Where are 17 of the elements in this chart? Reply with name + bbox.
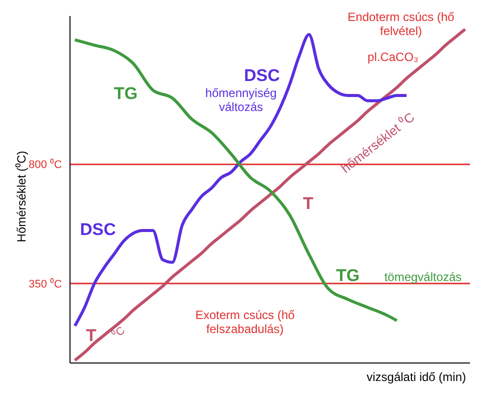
series-label: DSC <box>80 220 116 240</box>
annotation: tömegváltozás <box>383 270 463 284</box>
annotation: ⁰C <box>110 324 128 344</box>
annotation: Exoterm csúcs (hő felszabadulás) <box>194 308 296 336</box>
y-axis-title: Hőmérséklet (⁰C) <box>14 150 29 244</box>
text: T <box>303 194 314 213</box>
annotation: hőmennyiség változás <box>204 86 278 114</box>
y-tick-label: 350 ⁰C <box>28 277 62 290</box>
line-series <box>73 28 467 362</box>
y-tick-label: 800 ⁰C <box>28 158 62 172</box>
text: TG <box>114 84 138 103</box>
annotation: Endoterm csúcs (hő felvétel) <box>346 10 456 38</box>
annotation: pl.CaCO₃ <box>366 50 420 64</box>
series-label: TG <box>336 266 360 286</box>
x-axis-title: vizsgálati idő (min) <box>366 370 466 384</box>
series-label: T <box>86 326 96 346</box>
text: DSC <box>244 66 280 85</box>
